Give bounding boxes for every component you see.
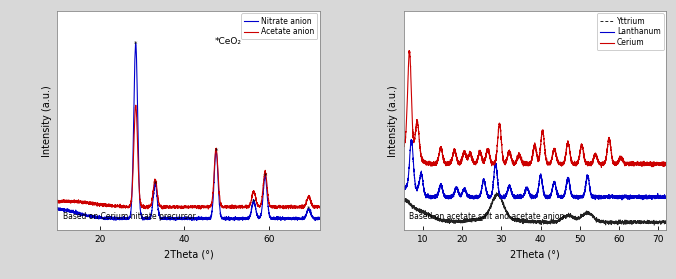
- Lanthanum: [596, 196, 604, 199]
- Lanthanum: [557, 195, 565, 199]
- Acetate anion: [83, 202, 91, 205]
- Yttrium: [500, 204, 508, 208]
- Yttrium: [400, 197, 408, 200]
- Yttrium: [615, 220, 623, 224]
- Acetate anion: [154, 196, 162, 199]
- Lanthanum: [400, 188, 408, 192]
- Nitrate anion: [53, 207, 62, 210]
- Acetate anion: [166, 206, 174, 210]
- Cerium: [448, 160, 456, 164]
- Cerium: [400, 145, 408, 149]
- Acetate anion: [316, 206, 324, 209]
- Text: *CeO₂: *CeO₂: [215, 37, 242, 46]
- Nitrate anion: [311, 217, 319, 220]
- Text: *: *: [307, 206, 310, 212]
- Nitrate anion: [132, 42, 140, 45]
- Acetate anion: [204, 207, 212, 211]
- Cerium: [500, 160, 508, 163]
- Text: *: *: [252, 198, 256, 205]
- Yttrium: [662, 222, 670, 225]
- Acetate anion: [132, 104, 140, 107]
- Lanthanum: [570, 196, 578, 199]
- Lanthanum: [408, 138, 416, 141]
- Line: Cerium: Cerium: [404, 51, 666, 167]
- Acetate anion: [311, 205, 319, 208]
- Nitrate anion: [99, 217, 107, 221]
- Acetate anion: [283, 205, 291, 209]
- Lanthanum: [500, 196, 508, 199]
- Yttrium: [570, 217, 578, 220]
- Line: Nitrate anion: Nitrate anion: [57, 43, 320, 221]
- X-axis label: 2Theta (°): 2Theta (°): [510, 250, 560, 259]
- Acetate anion: [99, 203, 107, 206]
- Nitrate anion: [231, 219, 239, 222]
- Cerium: [596, 160, 604, 164]
- Cerium: [557, 161, 565, 165]
- X-axis label: 2Theta (°): 2Theta (°): [164, 250, 214, 259]
- Yttrium: [650, 224, 658, 227]
- Nitrate anion: [316, 217, 324, 220]
- Line: Acetate anion: Acetate anion: [57, 105, 320, 209]
- Cerium: [662, 162, 670, 166]
- Yttrium: [448, 219, 456, 223]
- Cerium: [598, 166, 606, 169]
- Lanthanum: [615, 195, 623, 199]
- Yttrium: [493, 191, 502, 194]
- Line: Yttrium: Yttrium: [404, 193, 666, 226]
- Nitrate anion: [166, 217, 174, 220]
- Legend: Yttrium, Lanthanum, Cerium: Yttrium, Lanthanum, Cerium: [597, 13, 664, 50]
- Nitrate anion: [83, 214, 91, 217]
- Line: Lanthanum: Lanthanum: [404, 140, 666, 200]
- Y-axis label: Intensity (a.u.): Intensity (a.u.): [388, 85, 398, 157]
- Cerium: [405, 49, 413, 52]
- Text: Based on acetate salt and acetate anion: Based on acetate salt and acetate anion: [409, 212, 564, 222]
- Text: Based on Cerium nitrate precursor: Based on Cerium nitrate precursor: [63, 212, 195, 222]
- Text: *: *: [153, 181, 157, 187]
- Legend: Nitrate anion, Acetate anion: Nitrate anion, Acetate anion: [241, 13, 318, 39]
- Text: *: *: [264, 173, 267, 179]
- Yttrium: [557, 217, 565, 220]
- Acetate anion: [53, 201, 62, 205]
- Cerium: [570, 162, 578, 166]
- Y-axis label: Intensity (a.u.): Intensity (a.u.): [42, 85, 52, 157]
- Lanthanum: [448, 195, 456, 199]
- Yttrium: [596, 219, 604, 223]
- Nitrate anion: [283, 216, 291, 219]
- Nitrate anion: [154, 208, 162, 211]
- Lanthanum: [618, 198, 626, 201]
- Text: *: *: [134, 40, 137, 46]
- Lanthanum: [662, 195, 670, 198]
- Cerium: [615, 158, 623, 162]
- Text: *: *: [214, 148, 218, 154]
